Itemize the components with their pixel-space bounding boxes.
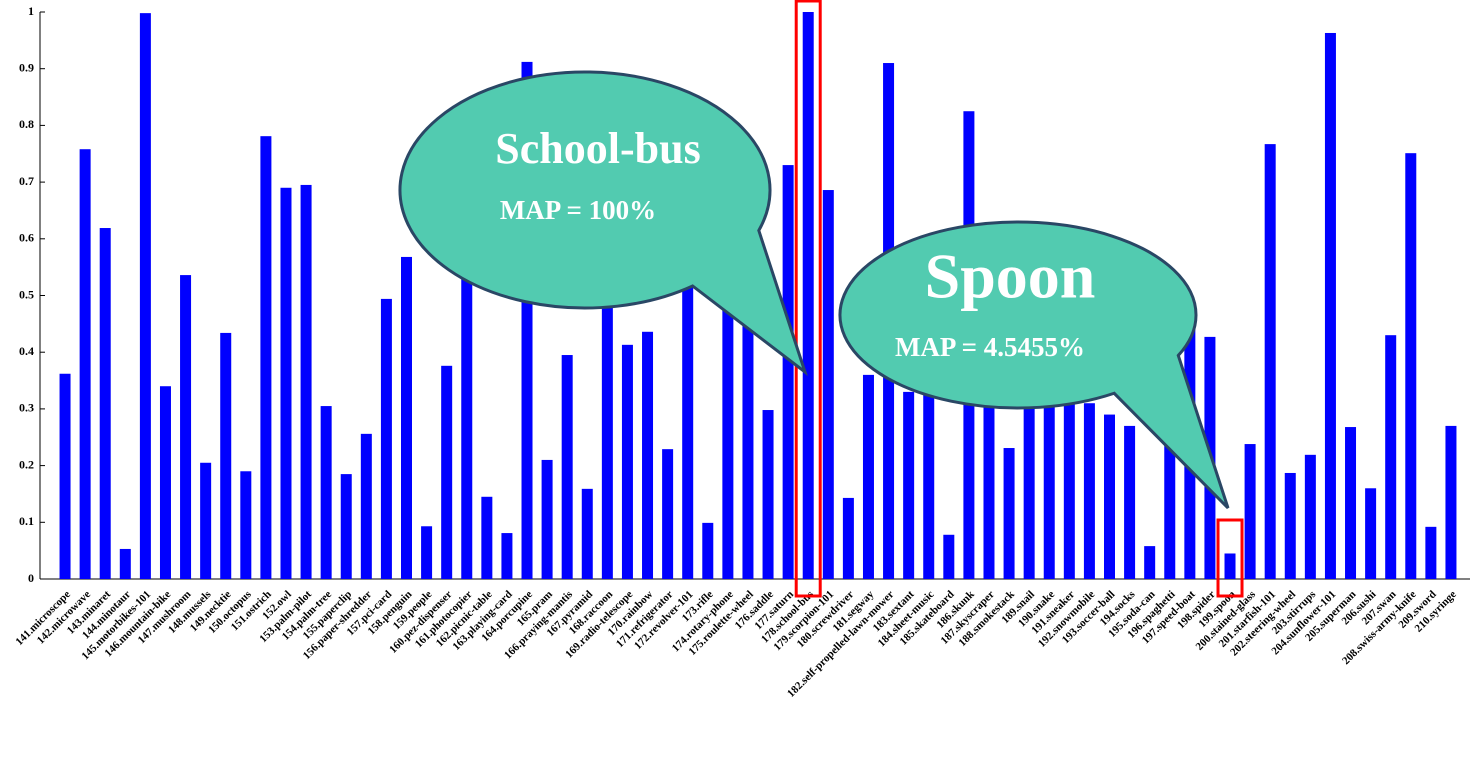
highlight-box — [1216, 518, 1244, 598]
bar — [481, 496, 493, 579]
bar — [601, 250, 613, 579]
bar — [642, 331, 654, 579]
bar — [1425, 526, 1437, 579]
bar — [782, 165, 794, 579]
bar — [1023, 391, 1035, 579]
annotation-title: Spoon — [925, 241, 1096, 312]
bar — [862, 374, 874, 579]
bar — [1345, 427, 1357, 579]
bar — [682, 284, 694, 579]
annotation-title: School-bus — [495, 124, 700, 173]
y-tick-label: 0.3 — [19, 401, 34, 415]
bar — [1304, 454, 1316, 579]
bar — [340, 474, 352, 579]
bar — [200, 462, 212, 579]
bar — [401, 256, 412, 579]
bar — [1224, 553, 1236, 579]
bar — [842, 497, 854, 579]
bar — [1164, 399, 1176, 579]
bar — [441, 365, 453, 579]
y-tick-label: 0.2 — [19, 457, 34, 471]
bar — [923, 391, 935, 579]
bar — [943, 534, 955, 579]
bar — [240, 471, 252, 579]
bar — [300, 184, 312, 579]
y-tick-label: 0.1 — [19, 514, 34, 528]
y-tick-label: 1 — [28, 4, 34, 18]
bar — [561, 355, 573, 579]
y-tick-label: 0.8 — [19, 117, 34, 131]
y-tick-label: 0.5 — [19, 287, 34, 301]
bar — [220, 332, 232, 579]
bar — [1124, 425, 1136, 579]
bar — [139, 13, 151, 580]
y-tick-label: 0.9 — [19, 60, 34, 74]
bar — [99, 228, 111, 580]
bar — [1264, 144, 1276, 579]
bar — [1003, 448, 1015, 579]
bar — [521, 61, 533, 580]
bar — [1104, 414, 1115, 579]
bar — [822, 190, 834, 579]
bar — [1144, 546, 1156, 579]
bar — [1365, 488, 1377, 579]
bar — [702, 522, 714, 579]
bar — [1405, 153, 1417, 580]
bar — [802, 12, 814, 579]
bar — [320, 406, 332, 579]
bar — [380, 298, 392, 579]
bar — [1324, 32, 1336, 579]
bar — [1043, 391, 1055, 579]
bar — [983, 391, 995, 579]
annotation-text: MAP = 4.5455% — [895, 332, 1085, 362]
bar — [280, 187, 292, 579]
bar — [260, 136, 272, 579]
bar — [621, 344, 633, 579]
bar — [159, 386, 171, 579]
bar — [903, 391, 915, 579]
bar — [501, 533, 513, 579]
bar — [722, 230, 734, 579]
annotation-text: MAP = 100% — [500, 195, 656, 225]
y-tick-label: 0.7 — [19, 174, 34, 188]
bar — [1083, 403, 1095, 579]
bar — [461, 250, 473, 579]
bar — [762, 410, 774, 579]
speech-bubble — [838, 220, 1230, 510]
highlight-box — [794, 0, 822, 598]
bar — [79, 149, 91, 580]
y-tick-label: 0.6 — [19, 231, 34, 245]
bar — [59, 373, 71, 579]
bar — [581, 488, 593, 579]
bar — [1063, 402, 1075, 579]
bar — [119, 548, 131, 579]
y-tick-label: 0 — [28, 571, 34, 585]
bar — [1385, 335, 1397, 579]
bar — [541, 459, 553, 579]
bar — [1445, 425, 1457, 579]
y-tick-label: 0.4 — [19, 344, 34, 358]
bar — [742, 245, 754, 580]
bar — [1284, 472, 1296, 579]
bar — [1244, 444, 1256, 579]
speech-bubble — [398, 70, 808, 377]
bar — [421, 526, 433, 579]
bar — [360, 433, 372, 579]
bar — [662, 449, 674, 579]
bar — [180, 275, 192, 579]
